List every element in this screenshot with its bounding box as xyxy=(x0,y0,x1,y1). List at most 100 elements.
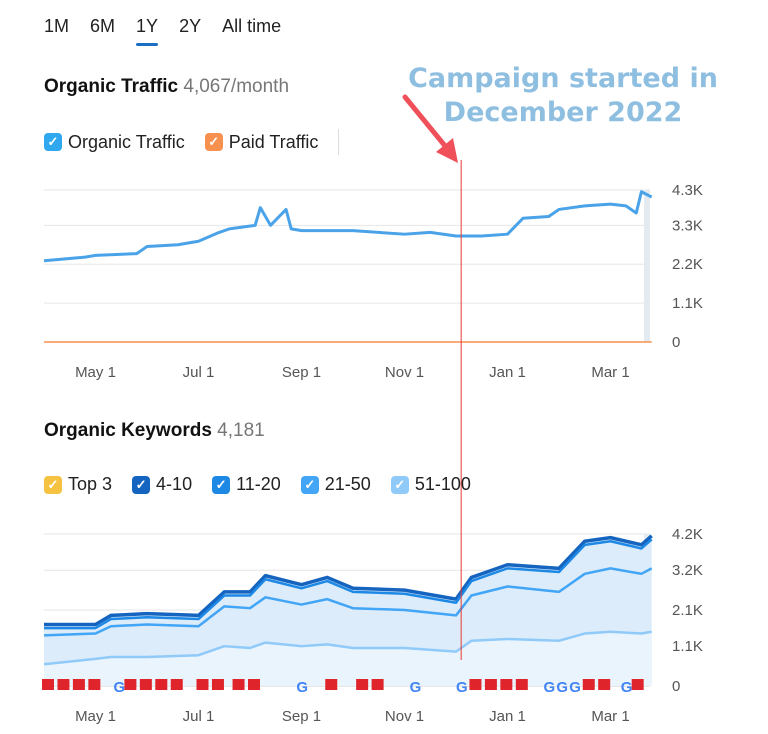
checkbox-checked-icon[interactable]: ✓ xyxy=(300,475,319,494)
flag-marker-icon xyxy=(248,679,260,690)
google-update-icon: G xyxy=(456,679,468,696)
x-tick-label: Mar 1 xyxy=(591,708,629,725)
traffic-title: Organic Traffic xyxy=(44,76,179,97)
tab-1m[interactable]: 1M xyxy=(44,16,70,36)
legend-organic-traffic[interactable]: ✓ Organic Traffic xyxy=(44,132,185,153)
legend-label: 51-100 xyxy=(414,474,471,494)
series-line-4-10 xyxy=(44,534,653,627)
checkbox-checked-icon[interactable]: ✓ xyxy=(390,475,409,494)
legend-11-20[interactable]: ✓ 11-20 xyxy=(212,474,281,495)
series-line-organic-traffic xyxy=(43,190,653,263)
tab-2y[interactable]: 2Y xyxy=(179,16,202,36)
flag-marker-icon xyxy=(211,679,224,690)
google-update-icon: G xyxy=(114,679,126,696)
flag-marker-icon xyxy=(356,679,369,690)
legend-label: 4-10 xyxy=(156,474,193,494)
google-update-icon: G xyxy=(556,679,568,696)
x-tick-label: Jan 1 xyxy=(489,708,526,725)
keywords-heading: Organic Keywords 4,181 xyxy=(44,420,265,442)
flag-marker-icon xyxy=(88,679,101,690)
legend-label: Organic Traffic xyxy=(68,131,185,152)
checkbox-checked-icon[interactable]: ✓ xyxy=(44,133,62,151)
google-update-icon: G xyxy=(544,679,556,696)
arrow-head-icon xyxy=(436,138,458,163)
period-tabs: 1M 6M 1Y 2Y All time xyxy=(44,16,282,46)
flag-marker-icon xyxy=(631,679,644,690)
y-tick-label: 4.3K xyxy=(672,182,703,199)
series-line-21-50 xyxy=(43,567,653,637)
x-tick-label: Jul 1 xyxy=(183,708,215,725)
tab-6m[interactable]: 6M xyxy=(90,16,116,36)
scroll-edge xyxy=(644,190,650,342)
traffic-value: 4,067/month xyxy=(183,76,290,97)
flag-marker-icon xyxy=(139,679,152,690)
tab-1y[interactable]: 1Y xyxy=(136,16,159,46)
x-tick-label: Jan 1 xyxy=(489,364,526,381)
x-tick-label: Jul 1 xyxy=(183,364,215,381)
legend-paid-traffic[interactable]: ✓ Paid Traffic xyxy=(204,131,319,153)
keywords-title: Organic Keywords xyxy=(44,420,212,441)
keywords-value: 4,181 xyxy=(217,420,265,441)
legend-label: Paid Traffic xyxy=(228,131,319,152)
keywords-legend: ✓ Top 3 ✓ 4-10 ✓ 11-20 ✓ 21-50 ✓ 51-100 xyxy=(44,474,471,495)
legend-4-10[interactable]: ✓ 4-10 xyxy=(132,474,192,495)
area-fill-lower xyxy=(44,631,652,686)
divider xyxy=(338,129,340,155)
y-tick-label: 2.2K xyxy=(672,256,703,273)
flag-marker-icon xyxy=(469,679,482,690)
y-tick-label: 2.1K xyxy=(672,602,703,619)
campaign-annotation: Campaign started in December 2022 xyxy=(398,62,728,130)
flag-marker-icon xyxy=(515,679,528,690)
legend-top3[interactable]: ✓ Top 3 xyxy=(44,474,112,495)
flag-marker-icon xyxy=(371,679,384,690)
arrow-shaft xyxy=(402,94,453,155)
traffic-legend: ✓ Organic Traffic ✓ Paid Traffic xyxy=(44,129,340,155)
google-update-icon: G xyxy=(410,679,422,696)
checkbox-checked-icon[interactable]: ✓ xyxy=(212,475,231,494)
checkbox-checked-icon[interactable]: ✓ xyxy=(44,475,62,494)
y-tick-label: 4.2K xyxy=(672,526,703,543)
x-tick-label: Nov 1 xyxy=(385,708,424,725)
flag-marker-icon xyxy=(232,679,245,690)
legend-51-100[interactable]: ✓ 51-100 xyxy=(390,474,471,495)
flag-marker-icon xyxy=(598,679,611,690)
flag-marker-icon xyxy=(170,679,183,690)
flag-marker-icon xyxy=(57,679,70,690)
y-tick-label: 3.2K xyxy=(672,562,703,579)
flag-marker-icon xyxy=(124,679,137,690)
flag-marker-icon xyxy=(196,679,209,690)
flag-marker-icon xyxy=(42,679,54,690)
legend-21-50[interactable]: ✓ 21-50 xyxy=(300,474,371,495)
tab-all-time[interactable]: All time xyxy=(222,16,282,36)
checkbox-checked-icon[interactable]: ✓ xyxy=(132,475,151,494)
google-update-icon: G xyxy=(569,679,581,696)
google-update-icon: G xyxy=(621,679,633,696)
x-tick-label: Mar 1 xyxy=(591,364,629,381)
y-tick-label: 1.1K xyxy=(672,295,703,312)
y-tick-label: 0 xyxy=(672,334,680,351)
flag-marker-icon xyxy=(325,679,338,690)
flag-marker-icon xyxy=(582,679,595,690)
legend-label: 21-50 xyxy=(324,474,371,494)
x-tick-label: May 1 xyxy=(75,708,116,725)
x-tick-label: Sep 1 xyxy=(282,708,321,725)
series-line-11-20 xyxy=(44,538,653,630)
x-tick-label: May 1 xyxy=(75,364,116,381)
legend-label: 11-20 xyxy=(236,474,281,494)
series-line-51-100 xyxy=(43,630,652,666)
flag-marker-icon xyxy=(484,679,497,690)
flag-marker-icon xyxy=(155,679,168,690)
annotation-line-1: Campaign started in xyxy=(408,63,718,94)
x-tick-label: Sep 1 xyxy=(282,364,321,381)
checkbox-checked-icon[interactable]: ✓ xyxy=(204,133,223,151)
y-tick-label: 3.3K xyxy=(672,217,703,234)
y-tick-label: 0 xyxy=(672,678,680,695)
google-update-icon: G xyxy=(296,679,308,696)
annotation-line-2: December 2022 xyxy=(443,97,683,128)
traffic-heading: Organic Traffic 4,067/month xyxy=(44,76,289,98)
x-tick-label: Nov 1 xyxy=(385,364,424,381)
flag-marker-icon xyxy=(72,679,85,690)
y-tick-label: 1.1K xyxy=(672,638,703,655)
flag-marker-icon xyxy=(500,679,513,690)
